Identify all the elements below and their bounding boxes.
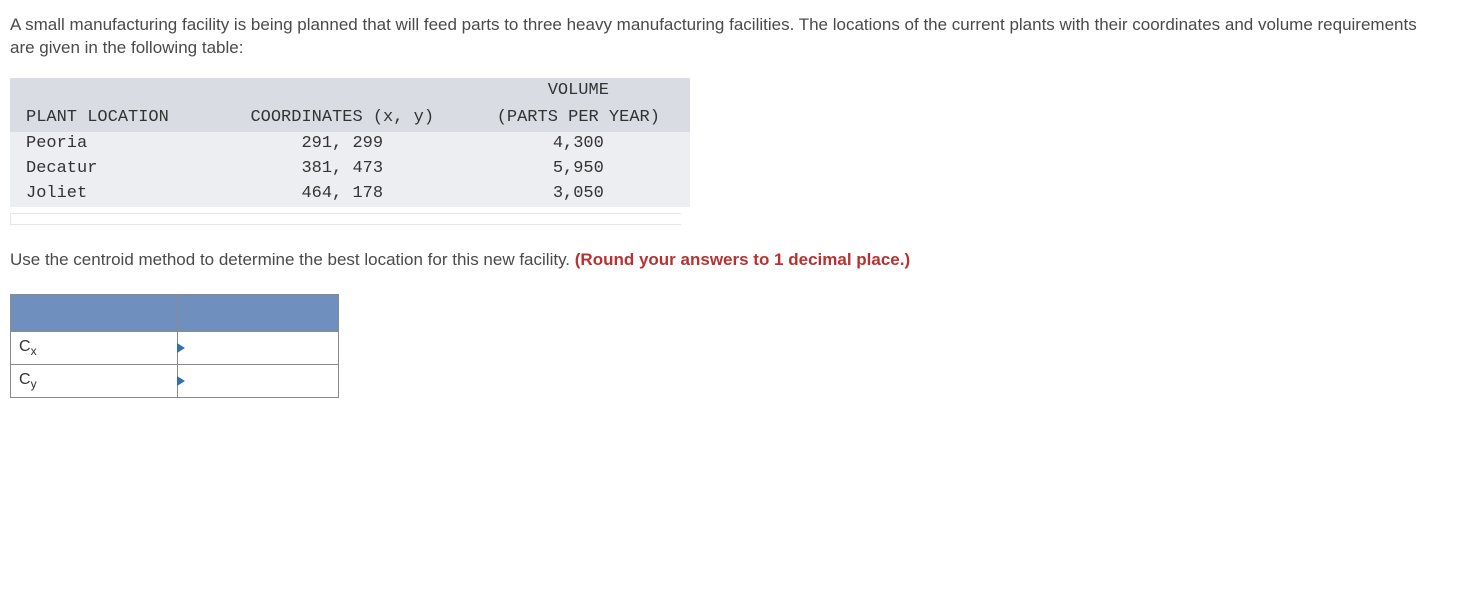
cell-coords: 381, 473 (218, 157, 467, 182)
cell-coords: 291, 299 (218, 132, 467, 157)
answer-header-row (11, 294, 339, 331)
plant-data-table: PLANT LOCATION COORDINATES (x, y) VOLUME… (10, 78, 690, 207)
answer-input-cell-cx (178, 331, 339, 364)
table-row: Decatur 381, 473 5,950 (10, 157, 690, 182)
cy-input[interactable] (178, 365, 338, 397)
cell-location: Decatur (10, 157, 218, 182)
problem-intro: A small manufacturing facility is being … (10, 14, 1430, 60)
table-row: Joliet 464, 178 3,050 (10, 182, 690, 207)
cell-location: Peoria (10, 132, 218, 157)
cx-input[interactable] (178, 332, 338, 364)
cell-location: Joliet (10, 182, 218, 207)
answer-label-cx: Cx (11, 331, 178, 364)
prompt-emphasis: (Round your answers to 1 decimal place.) (575, 250, 910, 269)
answer-table: Cx Cy (10, 294, 339, 398)
input-marker-icon (177, 343, 185, 353)
col-header-volume-line2: (PARTS PER YEAR) (467, 105, 690, 132)
answer-header-cell (11, 294, 178, 331)
answer-row-cx: Cx (11, 331, 339, 364)
answer-header-cell (178, 294, 339, 331)
col-header-volume-line1: VOLUME (467, 78, 690, 105)
col-header-location: PLANT LOCATION (10, 78, 218, 132)
table-row: Peoria 291, 299 4,300 (10, 132, 690, 157)
question-prompt: Use the centroid method to determine the… (10, 249, 1451, 272)
cell-volume: 3,050 (467, 182, 690, 207)
input-marker-icon (177, 376, 185, 386)
cell-volume: 4,300 (467, 132, 690, 157)
scrollbar-hint (10, 213, 681, 225)
cell-coords: 464, 178 (218, 182, 467, 207)
data-table-container: PLANT LOCATION COORDINATES (x, y) VOLUME… (10, 78, 690, 225)
answer-label-cy: Cy (11, 364, 178, 397)
answer-row-cy: Cy (11, 364, 339, 397)
prompt-text: Use the centroid method to determine the… (10, 250, 575, 269)
answer-input-cell-cy (178, 364, 339, 397)
cell-volume: 5,950 (467, 157, 690, 182)
col-header-coords: COORDINATES (x, y) (218, 78, 467, 132)
